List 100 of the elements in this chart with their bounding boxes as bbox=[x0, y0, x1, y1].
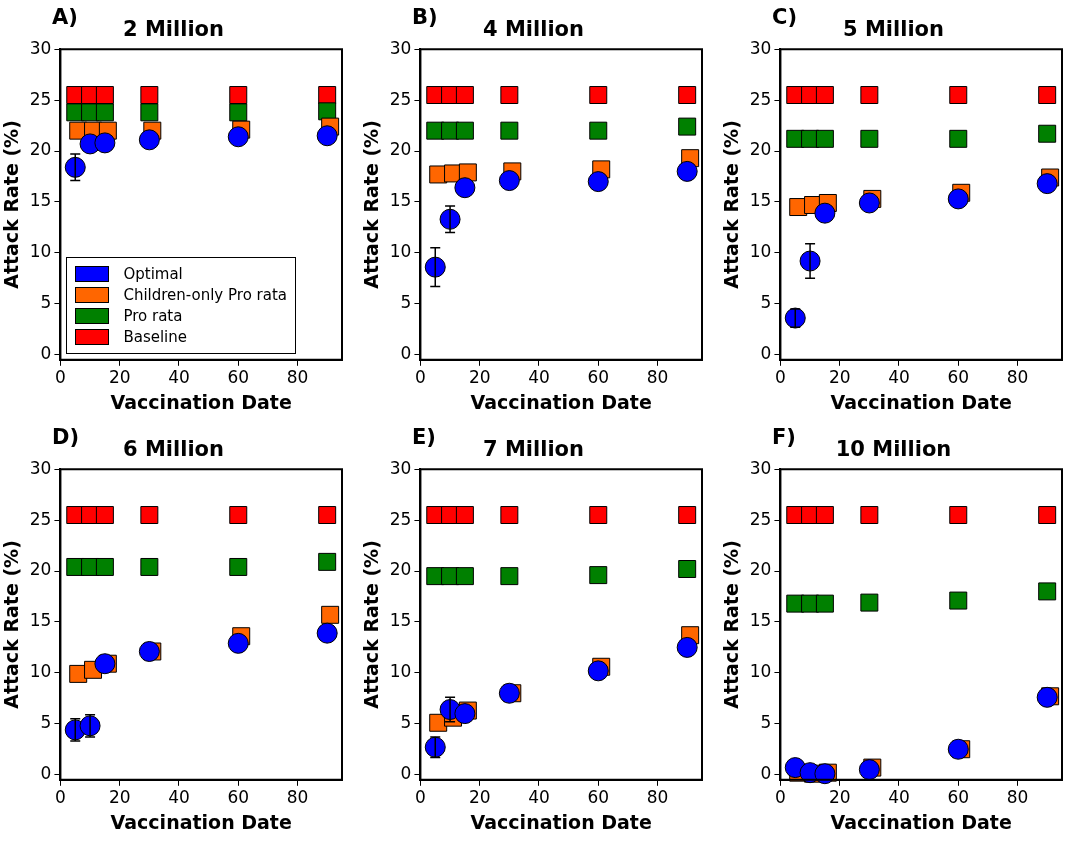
point bbox=[860, 506, 879, 525]
point bbox=[424, 256, 446, 278]
point bbox=[814, 202, 836, 224]
x-tick-label: 40 bbox=[528, 787, 550, 808]
point bbox=[95, 557, 114, 576]
point bbox=[1038, 86, 1057, 105]
point bbox=[455, 506, 474, 525]
point bbox=[424, 736, 446, 758]
point bbox=[500, 86, 519, 105]
y-tick-label: 30 bbox=[29, 457, 52, 478]
x-tick-label: 0 bbox=[415, 787, 426, 808]
y-tick-label: 30 bbox=[749, 457, 772, 478]
text: D) bbox=[52, 424, 80, 449]
point bbox=[454, 703, 476, 725]
point bbox=[587, 660, 609, 682]
x-tick-label: 80 bbox=[1006, 367, 1029, 388]
point bbox=[498, 682, 520, 704]
y-tick-label: 15 bbox=[29, 610, 52, 631]
point bbox=[229, 86, 248, 105]
point bbox=[227, 126, 249, 148]
y-axis-title: Attack Rate (%) bbox=[720, 540, 743, 709]
point bbox=[947, 188, 969, 210]
y-tick-label: 15 bbox=[29, 190, 52, 211]
point bbox=[860, 593, 879, 612]
legend-label: Optimal bbox=[123, 264, 183, 283]
text: E) bbox=[412, 424, 436, 449]
point bbox=[947, 738, 969, 760]
x-tick-label: 20 bbox=[828, 787, 851, 808]
y-tick-label: 5 bbox=[400, 712, 412, 733]
y-axis-title: Attack Rate (%) bbox=[360, 120, 383, 289]
y-tick-label: 5 bbox=[400, 292, 412, 313]
text: A) bbox=[52, 4, 78, 29]
x-tick-label: 60 bbox=[227, 367, 250, 388]
y-tick-label: 0 bbox=[760, 343, 772, 364]
x-tick-label: 80 bbox=[646, 367, 669, 388]
point bbox=[815, 506, 834, 525]
y-axis-title: Attack Rate (%) bbox=[360, 540, 383, 709]
y-tick-label: 20 bbox=[29, 559, 52, 580]
point bbox=[229, 557, 248, 576]
x-tick-label: 80 bbox=[1006, 787, 1029, 808]
point bbox=[138, 129, 160, 151]
point bbox=[229, 506, 248, 525]
y-tick-label: 25 bbox=[749, 88, 772, 109]
point bbox=[589, 86, 608, 105]
x-tick-label: 0 bbox=[415, 367, 426, 388]
x-tick-label: 40 bbox=[528, 367, 550, 388]
point bbox=[858, 759, 880, 781]
point bbox=[949, 591, 968, 610]
y-tick-label: 5 bbox=[40, 292, 52, 313]
point bbox=[318, 552, 337, 571]
y-tick-label: 20 bbox=[389, 559, 412, 580]
point bbox=[316, 125, 338, 147]
y-tick-label: 10 bbox=[749, 661, 772, 682]
y-tick-label: 10 bbox=[29, 241, 52, 262]
x-tick-label: 20 bbox=[108, 367, 131, 388]
point bbox=[949, 506, 968, 525]
y-tick-label: 0 bbox=[760, 763, 772, 784]
point bbox=[227, 632, 249, 654]
point bbox=[140, 506, 159, 525]
x-tick-label: 0 bbox=[55, 787, 66, 808]
point bbox=[140, 557, 159, 576]
y-tick-label: 25 bbox=[749, 508, 772, 529]
x-tick-label: 20 bbox=[468, 787, 491, 808]
point bbox=[64, 156, 86, 178]
point bbox=[1038, 582, 1057, 601]
point bbox=[318, 506, 337, 525]
chart-title: 7 Million bbox=[483, 437, 584, 462]
y-tick-label: 20 bbox=[749, 559, 772, 580]
x-tick-label: 40 bbox=[168, 367, 190, 388]
point bbox=[676, 636, 698, 658]
point bbox=[858, 192, 880, 214]
y-tick-label: 5 bbox=[40, 712, 52, 733]
y-tick-label: 15 bbox=[749, 190, 772, 211]
point bbox=[500, 121, 519, 140]
x-tick-label: 20 bbox=[468, 367, 491, 388]
point bbox=[589, 121, 608, 140]
legend-label: Pro rata bbox=[123, 306, 183, 325]
y-tick-label: 30 bbox=[749, 37, 772, 58]
chart-title: 2 Million bbox=[123, 17, 224, 42]
y-tick-label: 0 bbox=[400, 343, 412, 364]
x-tick-label: 60 bbox=[947, 367, 970, 388]
x-axis-title: Vaccination Date bbox=[110, 390, 292, 413]
y-tick-label: 10 bbox=[389, 241, 412, 262]
point bbox=[589, 566, 608, 585]
point bbox=[949, 86, 968, 105]
point bbox=[95, 506, 114, 525]
point bbox=[455, 121, 474, 140]
point bbox=[454, 177, 476, 199]
x-tick-label: 0 bbox=[55, 367, 66, 388]
point bbox=[1036, 686, 1058, 708]
point bbox=[140, 86, 159, 105]
x-tick-label: 80 bbox=[646, 787, 669, 808]
y-tick-label: 25 bbox=[389, 508, 412, 529]
x-axis-title: Vaccination Date bbox=[830, 810, 1012, 833]
x-tick-label: 20 bbox=[828, 367, 851, 388]
y-tick-label: 20 bbox=[29, 139, 52, 160]
x-tick-label: 40 bbox=[888, 367, 910, 388]
y-tick-label: 15 bbox=[389, 190, 412, 211]
y-tick-label: 0 bbox=[400, 763, 412, 784]
legend-label: Baseline bbox=[123, 327, 188, 346]
